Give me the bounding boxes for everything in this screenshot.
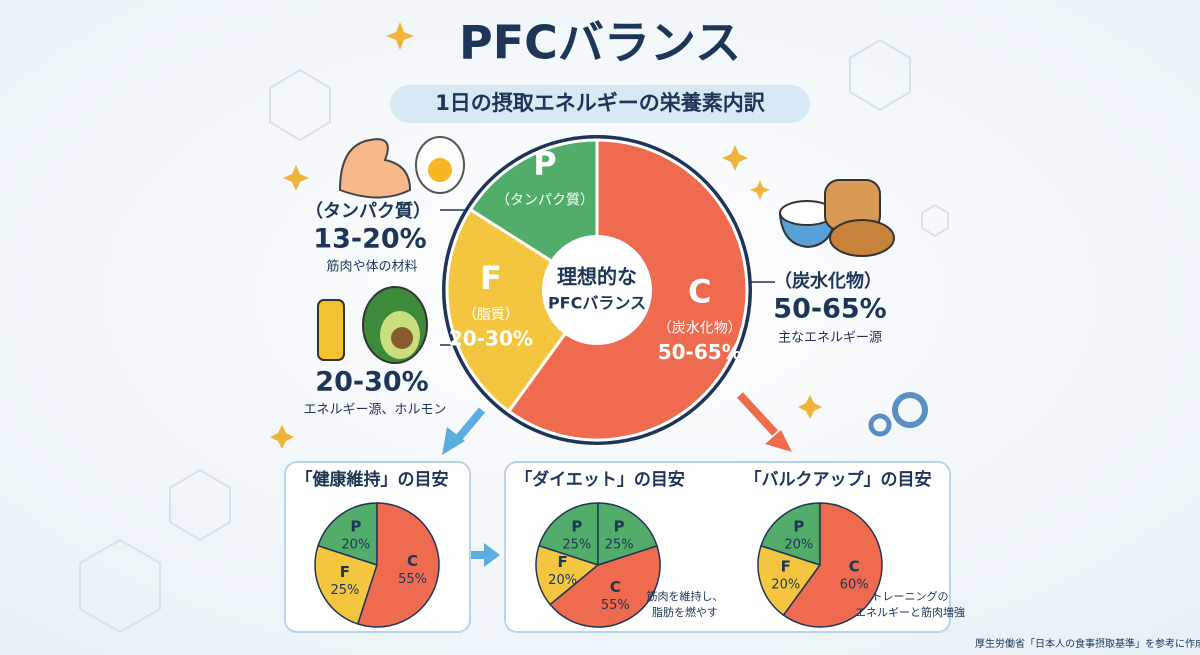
slice-letter: F [558, 553, 568, 571]
slice-letter: P [793, 517, 804, 535]
panel-note: エネルギーと筋肉増強 [855, 605, 965, 619]
pie-slice [538, 502, 599, 567]
sparkle-decor [270, 22, 822, 449]
side-range: 50-65% [773, 294, 886, 325]
food-icons [317, 136, 928, 437]
panel-title: 「バルクアップ」の目安 [745, 469, 932, 490]
side-note: 主なエネルギー源 [778, 331, 882, 346]
slice-value: 25% [562, 537, 591, 552]
pie-slice [549, 544, 661, 628]
slice-letter: C [610, 578, 621, 596]
slice-letter: F [480, 259, 502, 297]
slice-range: 20-30% [449, 327, 533, 351]
pie-slice [760, 502, 821, 567]
subtitle: 1日の摂取エネルギーの栄養素内訳 [435, 91, 765, 115]
slice-letter: P [614, 517, 625, 535]
center-label: PFCバランス [548, 294, 646, 313]
side-range: 20-30% [315, 367, 428, 398]
slice-value: 55% [398, 572, 427, 587]
footer: 厚生労働省「日本人の食事摂取基準」を参考に作成 [975, 637, 1200, 650]
side-name: （炭水化物） [774, 270, 882, 292]
pie-center [542, 235, 652, 345]
slice-value: 20% [771, 578, 800, 593]
slice-name: （脂質） [463, 306, 519, 323]
panel-note: トレーニングの [872, 589, 949, 603]
slice-letter: P [350, 517, 361, 535]
pie-slice [356, 502, 440, 628]
side-name: （タンパク質） [305, 200, 431, 222]
panel-note: 筋肉を維持し、 [647, 589, 724, 603]
side-note: 筋肉や体の材料 [326, 259, 417, 275]
slice-letter: F [781, 558, 791, 576]
slice-name: （炭水化物） [658, 320, 742, 336]
pie-slice [535, 544, 600, 606]
slice-value: 60% [840, 578, 869, 593]
hexagon-decor [79, 38, 949, 634]
pie-slice [445, 207, 600, 414]
slice-letter: P [533, 144, 556, 182]
pie-slice [314, 544, 378, 625]
slice-letter: C [688, 272, 711, 310]
slice-value: 20% [341, 537, 370, 552]
center-label: 理想的な [557, 265, 637, 289]
side-range: 13-20% [313, 224, 426, 255]
pie-slice [782, 502, 883, 628]
title: PFCバランス [459, 16, 741, 70]
slice-letter: P [571, 517, 582, 535]
subtitle-pill [390, 85, 810, 123]
pie-slice [597, 502, 658, 567]
panel-title: 「健康維持」の目安 [296, 469, 449, 490]
slice-letter: C [849, 558, 860, 576]
panel-title: 「ダイエット」の目安 [515, 469, 685, 490]
slice-value: 55% [601, 598, 630, 613]
pie-slice [757, 544, 822, 617]
slice-range: 50-65% [658, 340, 742, 364]
slice-letter: C [407, 552, 418, 570]
slice-name: （タンパク質） [496, 191, 594, 208]
slice-value: 20% [784, 537, 813, 552]
slice-value: 25% [330, 583, 359, 598]
slice-letter: F [340, 563, 350, 581]
panel-note: 脂肪を燃やす [652, 605, 718, 619]
pie-slice [317, 502, 378, 567]
slice-value: 25% [605, 537, 634, 552]
slice-value: 20% [548, 573, 577, 588]
side-note: エネルギー源、ホルモン [303, 403, 446, 418]
